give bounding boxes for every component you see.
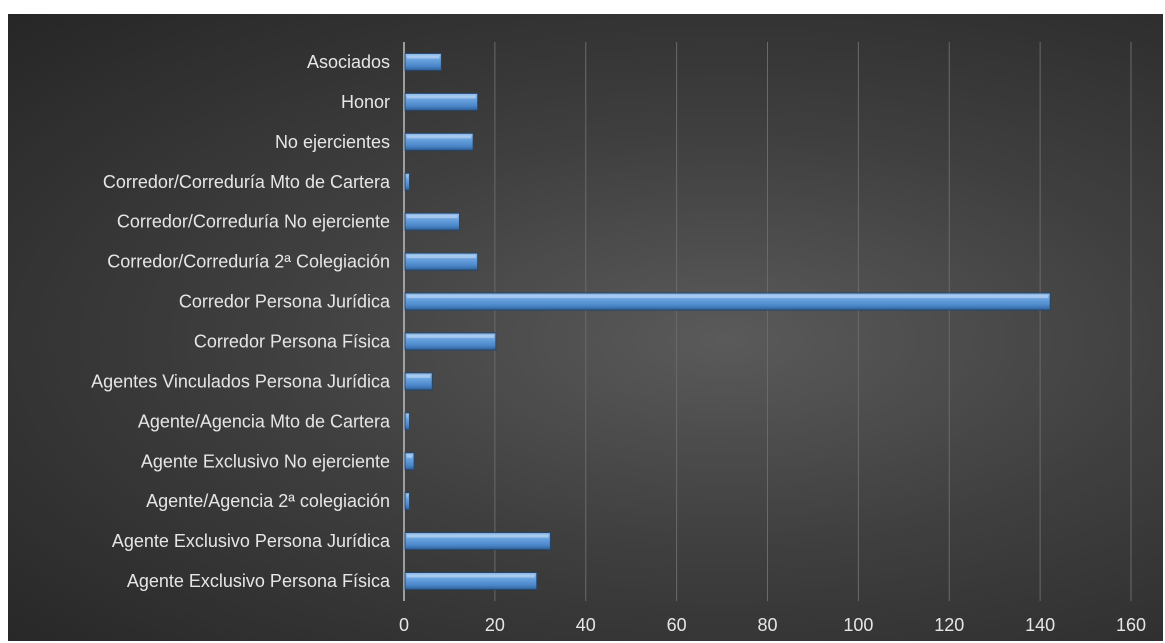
bar-highlight xyxy=(407,414,408,418)
x-tick-label: 40 xyxy=(576,615,596,635)
category-label: Corredor/Correduría No ejerciente xyxy=(117,212,390,232)
bar-highlight xyxy=(407,574,535,578)
category-label: Honor xyxy=(341,92,390,112)
bar xyxy=(404,172,411,191)
x-tick-label: 0 xyxy=(399,615,409,635)
category-label: Agente Exclusivo Persona Física xyxy=(127,571,391,591)
bar xyxy=(404,452,415,471)
bar-highlight xyxy=(407,334,494,338)
bar-highlight xyxy=(407,255,476,259)
category-label: No ejercientes xyxy=(275,132,390,152)
bar-highlight xyxy=(407,295,1049,299)
x-tick-label: 20 xyxy=(485,615,505,635)
category-label: Corredor/Correduría 2ª Colegiación xyxy=(107,252,390,272)
x-tick-label: 140 xyxy=(1025,615,1055,635)
bar-highlight xyxy=(407,175,408,179)
category-label: Agente/Agencia Mto de Cartera xyxy=(138,411,391,431)
category-label: Corredor/Correduría Mto de Cartera xyxy=(103,172,391,192)
category-label: Asociados xyxy=(307,52,390,72)
x-tick-label: 60 xyxy=(667,615,687,635)
x-tick-label: 120 xyxy=(934,615,964,635)
bar xyxy=(404,412,411,431)
bar-chart: 0 20 40 60 80 100 120 140 160 Agente Exclusivo Pe… xyxy=(91,42,1146,635)
bar-highlight xyxy=(407,454,413,458)
bar-highlight xyxy=(407,534,549,538)
bar xyxy=(404,492,411,511)
category-label: Corredor Persona Física xyxy=(194,331,391,351)
category-label: Agentes Vinculados Persona Jurídica xyxy=(91,371,391,391)
x-tick-label: 80 xyxy=(757,615,777,635)
category-label: Agente Exclusivo Persona Jurídica xyxy=(112,531,391,551)
bar-highlight xyxy=(407,374,431,378)
chart-area: 0 20 40 60 80 100 120 140 160 Agente Exclusivo Pe… xyxy=(8,14,1163,641)
category-label: Agente/Agencia 2ª colegiación xyxy=(146,491,390,511)
bar-highlight xyxy=(407,55,440,59)
x-tick-label: 160 xyxy=(1116,615,1146,635)
bar-highlight xyxy=(407,494,408,498)
category-label: Corredor Persona Jurídica xyxy=(179,292,391,312)
bar-highlight xyxy=(407,95,476,99)
x-tick-label: 100 xyxy=(843,615,873,635)
category-label: Agente Exclusivo No ejerciente xyxy=(141,451,390,471)
bar-highlight xyxy=(407,215,458,219)
bar-highlight xyxy=(407,135,472,139)
